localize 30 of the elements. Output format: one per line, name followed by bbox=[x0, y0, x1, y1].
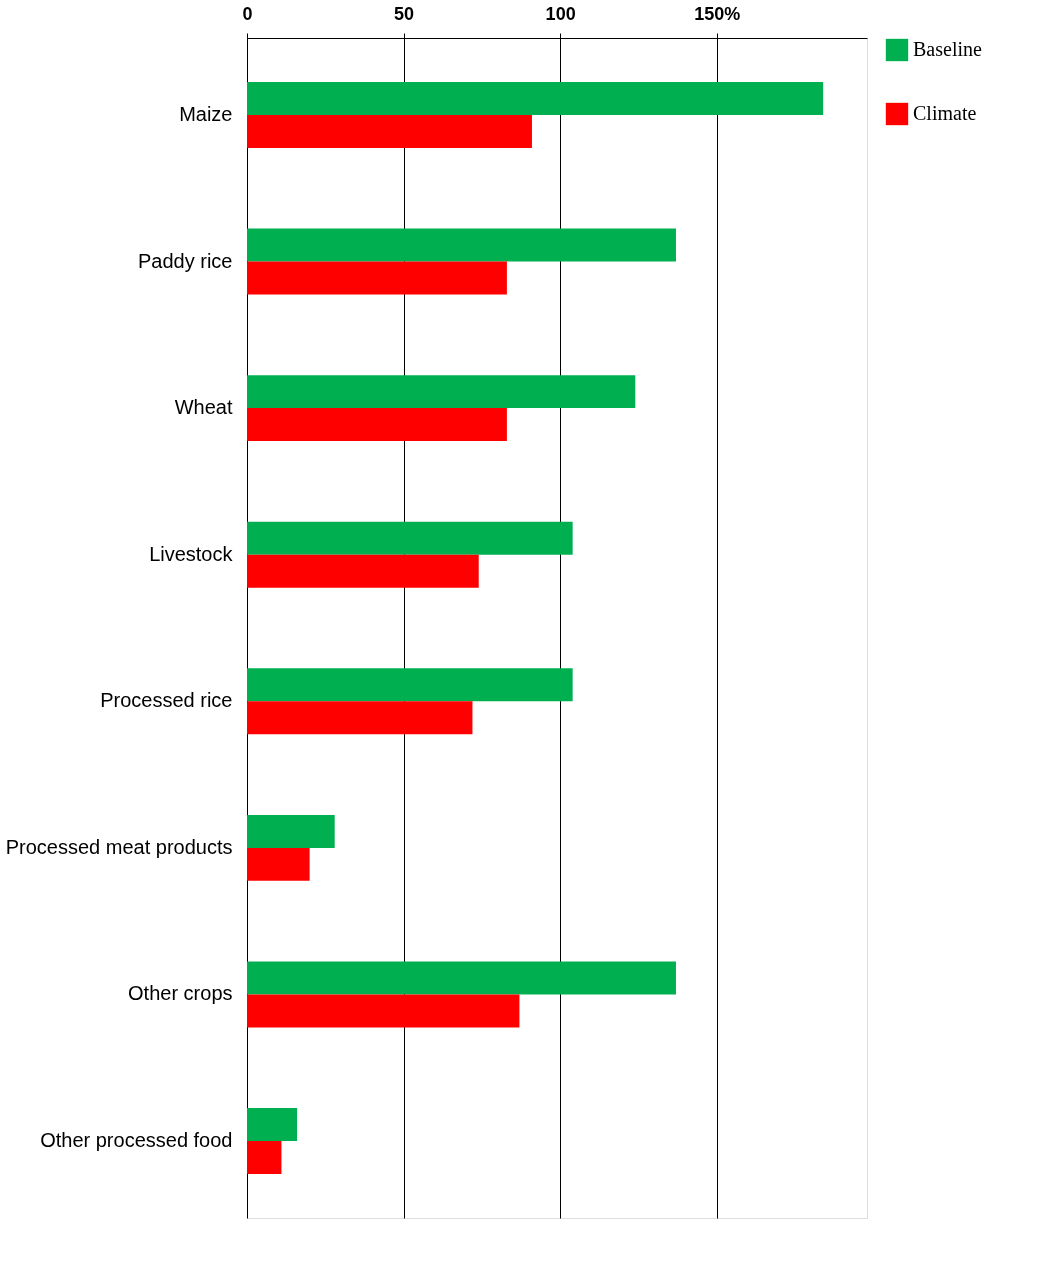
x-tick-label: 50 bbox=[394, 3, 415, 24]
bar bbox=[247, 847, 310, 881]
bar bbox=[247, 701, 473, 735]
bar bbox=[247, 961, 676, 995]
bar bbox=[247, 521, 573, 555]
bar bbox=[247, 81, 824, 115]
bar bbox=[247, 408, 507, 442]
bar bbox=[247, 375, 636, 409]
y-tick-label: Other processed food bbox=[40, 1129, 233, 1152]
y-tick-label: Processed rice bbox=[100, 689, 233, 712]
x-tick-label: 150% bbox=[694, 3, 741, 24]
x-tick-label: 0 bbox=[242, 3, 253, 24]
bar bbox=[247, 1108, 298, 1142]
y-tick-label: Processed meat products bbox=[5, 835, 233, 858]
legend-label: Climate bbox=[913, 102, 977, 124]
x-tick-label: 100 bbox=[545, 3, 576, 24]
bar bbox=[247, 994, 520, 1028]
y-tick-label: Livestock bbox=[149, 542, 234, 565]
bar bbox=[247, 668, 573, 702]
y-tick-label: Wheat bbox=[174, 396, 233, 419]
bar bbox=[247, 261, 507, 295]
y-tick-label: Other crops bbox=[128, 982, 233, 1005]
bar bbox=[247, 814, 335, 848]
y-tick-label: Paddy rice bbox=[138, 249, 233, 272]
bar bbox=[247, 228, 676, 262]
legend-label: Baseline bbox=[913, 38, 982, 60]
bar bbox=[247, 1141, 282, 1175]
bar bbox=[247, 114, 532, 148]
bar bbox=[247, 554, 479, 588]
y-tick-label: Maize bbox=[179, 102, 233, 125]
